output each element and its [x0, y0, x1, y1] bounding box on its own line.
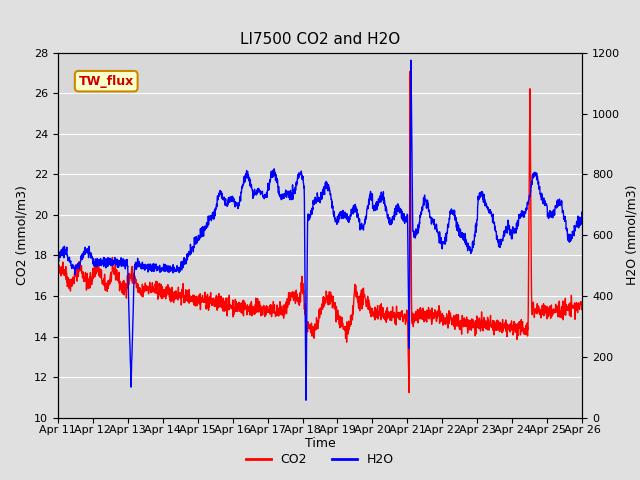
Title: LI7500 CO2 and H2O: LI7500 CO2 and H2O: [240, 33, 400, 48]
Text: TW_flux: TW_flux: [79, 75, 134, 88]
Y-axis label: H2O (mmol/m3): H2O (mmol/m3): [626, 185, 639, 286]
Y-axis label: CO2 (mmol/m3): CO2 (mmol/m3): [15, 185, 28, 285]
X-axis label: Time: Time: [305, 437, 335, 450]
Legend: CO2, H2O: CO2, H2O: [241, 448, 399, 471]
